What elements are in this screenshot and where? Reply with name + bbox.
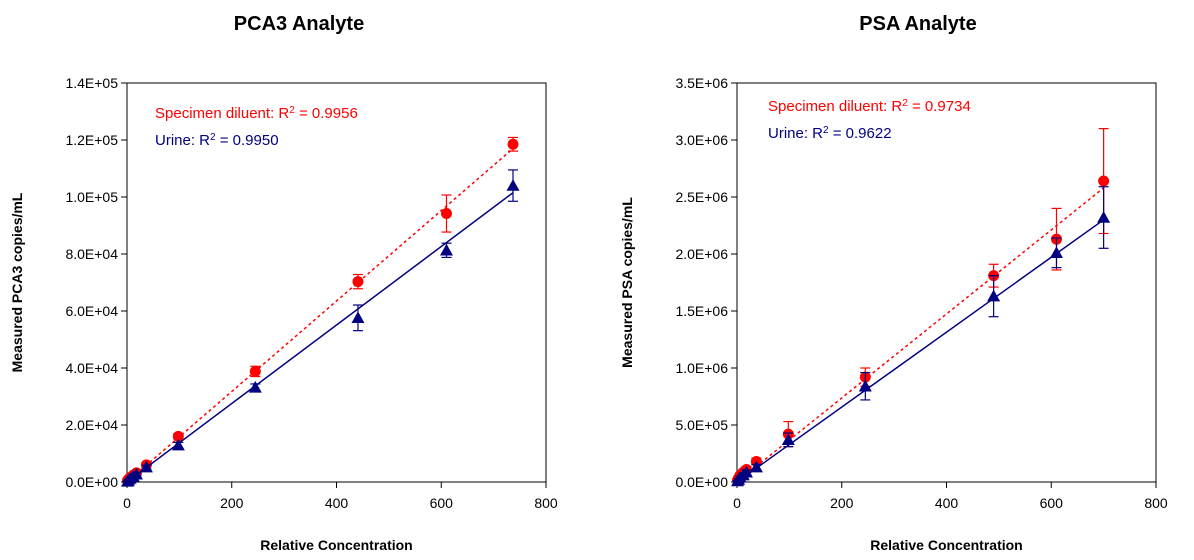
annotation-value: = 0.9950 bbox=[216, 132, 279, 149]
data-point-urine bbox=[1049, 246, 1063, 259]
y-tick-label: 8.0E+04 bbox=[65, 246, 118, 262]
annotation-value: = 0.9956 bbox=[295, 105, 358, 122]
data-point-urine bbox=[1097, 211, 1111, 223]
data-point-urine bbox=[506, 179, 520, 191]
data-point-urine bbox=[248, 380, 262, 393]
x-tick-label: 200 bbox=[830, 495, 854, 511]
y-tick-label: 1.2E+05 bbox=[65, 132, 118, 148]
series-diluent bbox=[122, 136, 519, 487]
y-axis-label: Measured PSA copies/mL bbox=[619, 197, 635, 368]
x-tick-label: 0 bbox=[123, 495, 131, 511]
data-point-urine bbox=[171, 438, 185, 451]
r-squared-annotation-urine: Urine: R2 = 0.9950 bbox=[155, 132, 279, 150]
data-point-diluent bbox=[440, 208, 452, 220]
y-tick-label: 2.0E+06 bbox=[675, 246, 728, 262]
x-tick-label: 800 bbox=[534, 495, 558, 511]
y-tick-label: 0.0E+00 bbox=[675, 474, 728, 490]
y-tick-label: 2.0E+04 bbox=[65, 417, 118, 433]
annotation-superscript: 2 bbox=[902, 98, 908, 109]
annotation-value: = 0.9622 bbox=[829, 125, 892, 142]
chart-title: PSA Analyte bbox=[859, 13, 976, 35]
annotation-label: Specimen diluent: R bbox=[155, 105, 289, 122]
plot-frame bbox=[736, 82, 1157, 483]
y-tick-label: 1.4E+05 bbox=[65, 75, 118, 91]
y-tick-label: 5.0E+05 bbox=[675, 417, 728, 433]
chart-2: PSA Analyte 0.0E+00 5.0E+05 1.0E+06 1.5E+06 2… bbox=[619, 13, 1168, 553]
y-tick-label: 6.0E+04 bbox=[65, 303, 118, 319]
annotation-label: Urine: R bbox=[155, 132, 210, 149]
x-tick-label: 200 bbox=[220, 495, 244, 511]
x-tick-label: 600 bbox=[430, 495, 454, 511]
trendline-urine bbox=[736, 219, 1105, 483]
x-tick-label: 400 bbox=[325, 495, 349, 511]
data-point-urine bbox=[351, 311, 365, 324]
r-squared-annotation-diluent: Specimen diluent: R2 = 0.9956 bbox=[155, 105, 358, 123]
data-point-urine bbox=[987, 289, 1001, 302]
y-tick-label: 1.0E+05 bbox=[65, 189, 118, 205]
x-axis-label: Relative Concentration bbox=[870, 537, 1022, 553]
y-tick-label: 1.0E+06 bbox=[675, 360, 728, 376]
trendline-diluent bbox=[126, 147, 514, 483]
data-point-diluent bbox=[1098, 175, 1110, 187]
annotation-superscript: 2 bbox=[823, 125, 829, 136]
y-axis-label: Measured PCA3 copies/mL bbox=[9, 192, 25, 372]
annotation-value: = 0.9734 bbox=[908, 98, 971, 115]
series-urine bbox=[731, 186, 1111, 487]
series-urine bbox=[121, 169, 520, 487]
data-point-urine bbox=[781, 433, 795, 446]
data-point-urine bbox=[858, 379, 872, 392]
chart-title: PCA3 Analyte bbox=[234, 13, 364, 35]
y-tick-label: 1.5E+06 bbox=[675, 303, 728, 319]
annotation-label: Urine: R bbox=[768, 125, 823, 142]
x-axis-label: Relative Concentration bbox=[260, 537, 412, 553]
series-diluent bbox=[732, 128, 1110, 486]
annotation-superscript: 2 bbox=[289, 105, 295, 116]
data-point-urine bbox=[129, 467, 143, 480]
annotation-label: Specimen diluent: R bbox=[768, 98, 902, 115]
chart-1: PCA3 Analyte 0.0E+00 2.0E+04 4.0E+04 6.0E+04… bbox=[9, 13, 558, 553]
data-point-urine bbox=[439, 243, 453, 256]
y-tick-label: 0.0E+00 bbox=[65, 474, 118, 490]
data-point-diluent bbox=[249, 365, 261, 377]
x-tick-label: 800 bbox=[1144, 495, 1168, 511]
data-point-diluent bbox=[172, 430, 184, 442]
y-tick-label: 2.5E+06 bbox=[675, 189, 728, 205]
data-point-urine bbox=[749, 460, 763, 473]
data-point-urine bbox=[739, 465, 753, 478]
y-tick-label: 4.0E+04 bbox=[65, 360, 118, 376]
trendline-urine bbox=[126, 192, 514, 483]
x-tick-label: 600 bbox=[1040, 495, 1064, 511]
r-squared-annotation-diluent: Specimen diluent: R2 = 0.9734 bbox=[768, 98, 971, 116]
x-tick-label: 0 bbox=[733, 495, 741, 511]
data-point-diluent bbox=[507, 138, 519, 150]
data-point-diluent bbox=[352, 276, 364, 288]
trendline-diluent bbox=[736, 187, 1105, 483]
annotation-superscript: 2 bbox=[210, 132, 216, 143]
x-tick-label: 400 bbox=[935, 495, 959, 511]
y-tick-label: 3.0E+06 bbox=[675, 132, 728, 148]
y-tick-label: 3.5E+06 bbox=[675, 75, 728, 91]
r-squared-annotation-urine: Urine: R2 = 0.9622 bbox=[768, 125, 892, 143]
data-point-urine bbox=[139, 460, 153, 473]
